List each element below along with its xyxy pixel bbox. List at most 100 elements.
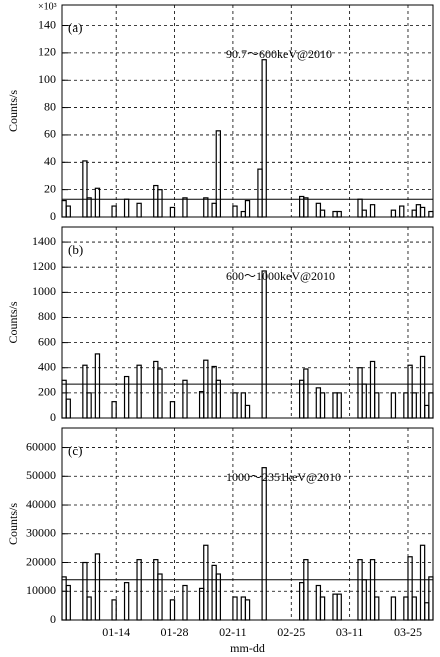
bar [211, 564, 217, 621]
bar [240, 596, 247, 621]
y-tick-label: 50000 [26, 468, 56, 482]
bar [336, 210, 342, 218]
bar [111, 599, 117, 621]
y-tick-label: 800 [38, 309, 56, 323]
bar [361, 383, 367, 419]
bar [361, 209, 367, 218]
bar [261, 270, 267, 419]
panel-label: (a) [68, 20, 82, 35]
bar [419, 544, 426, 621]
bar [111, 205, 117, 218]
x-tick-label: 02-11 [219, 625, 247, 639]
bar [336, 593, 342, 621]
bar [399, 205, 405, 218]
x-tick-label: 03-25 [394, 625, 422, 639]
y-tick-label: 200 [38, 385, 56, 399]
bar [198, 391, 205, 419]
y-tick-label: 20000 [26, 554, 56, 568]
bar [419, 206, 426, 218]
bar [82, 160, 88, 218]
plot-frame [61, 226, 434, 419]
bar [203, 359, 209, 419]
bar [357, 559, 363, 621]
y-axis-label: Counts/s [6, 90, 20, 132]
y-axis-label: Counts/s [6, 301, 20, 343]
bar [428, 392, 434, 419]
y-tick-label: 100 [38, 72, 56, 86]
bar [111, 401, 117, 419]
annotation: 90.7～600keV@2010 [226, 47, 332, 61]
y-tick-label: 1200 [32, 259, 56, 273]
x-axis-label: mm-dd [230, 641, 265, 655]
bar [374, 596, 380, 621]
bar [215, 573, 222, 621]
bar [424, 404, 430, 419]
bar [94, 187, 101, 218]
y-tick-label: 40000 [26, 497, 56, 511]
x-tick-label: 03-11 [336, 625, 364, 639]
y-axis-label: Counts/s [6, 503, 20, 545]
bar [240, 392, 247, 419]
y-tick-label: 80 [44, 99, 56, 113]
bar [369, 204, 376, 218]
bar [419, 355, 426, 419]
bar [136, 559, 142, 621]
bar [240, 210, 247, 218]
y-tick-label: 0 [50, 612, 56, 626]
bar [157, 573, 163, 621]
bar [211, 365, 217, 419]
bar [123, 582, 130, 621]
y-tick-label: 20 [44, 181, 56, 195]
bar [65, 398, 71, 419]
bar [157, 189, 163, 218]
bar [153, 559, 159, 621]
bar [424, 602, 430, 621]
bar [428, 576, 434, 621]
y-tick-label: 400 [38, 359, 56, 373]
bar [407, 556, 413, 621]
y-tick-label: 0 [50, 209, 56, 223]
bar [315, 202, 322, 218]
bar [94, 553, 101, 621]
x-tick-label: 02-25 [277, 625, 305, 639]
y-multiplier: ×10³ [38, 1, 57, 12]
bar [390, 596, 397, 621]
bar [411, 596, 417, 621]
bar [232, 205, 238, 218]
bar [61, 379, 67, 419]
bar [332, 210, 338, 218]
bar [157, 368, 163, 419]
bar [390, 392, 397, 419]
bar [315, 584, 322, 621]
bar [94, 353, 101, 419]
bar [86, 596, 92, 621]
bar [61, 199, 67, 218]
bar [61, 576, 67, 621]
bar [369, 559, 376, 621]
bar [303, 368, 309, 419]
y-tick-label: 60 [44, 127, 56, 141]
panel-label: (c) [68, 443, 82, 458]
bar [390, 209, 397, 218]
bar [369, 360, 376, 419]
bar [299, 379, 305, 419]
bar [303, 197, 309, 218]
bar [303, 559, 309, 621]
annotation: 1000～2351keV@2010 [226, 470, 341, 484]
bar [332, 392, 338, 419]
bar [211, 202, 217, 218]
bar [169, 599, 176, 621]
bar [136, 202, 142, 218]
y-tick-label: 1400 [32, 234, 56, 248]
bar [182, 197, 188, 218]
bar [198, 587, 205, 621]
y-tick-label: 60000 [26, 439, 56, 453]
bar [232, 596, 238, 621]
bar [86, 392, 92, 419]
bar [65, 584, 71, 621]
y-tick-label: 10000 [26, 583, 56, 597]
y-tick-label: 30000 [26, 526, 56, 540]
annotation: 600～1000keV@2010 [226, 269, 335, 283]
y-tick-label: 0 [50, 410, 56, 424]
